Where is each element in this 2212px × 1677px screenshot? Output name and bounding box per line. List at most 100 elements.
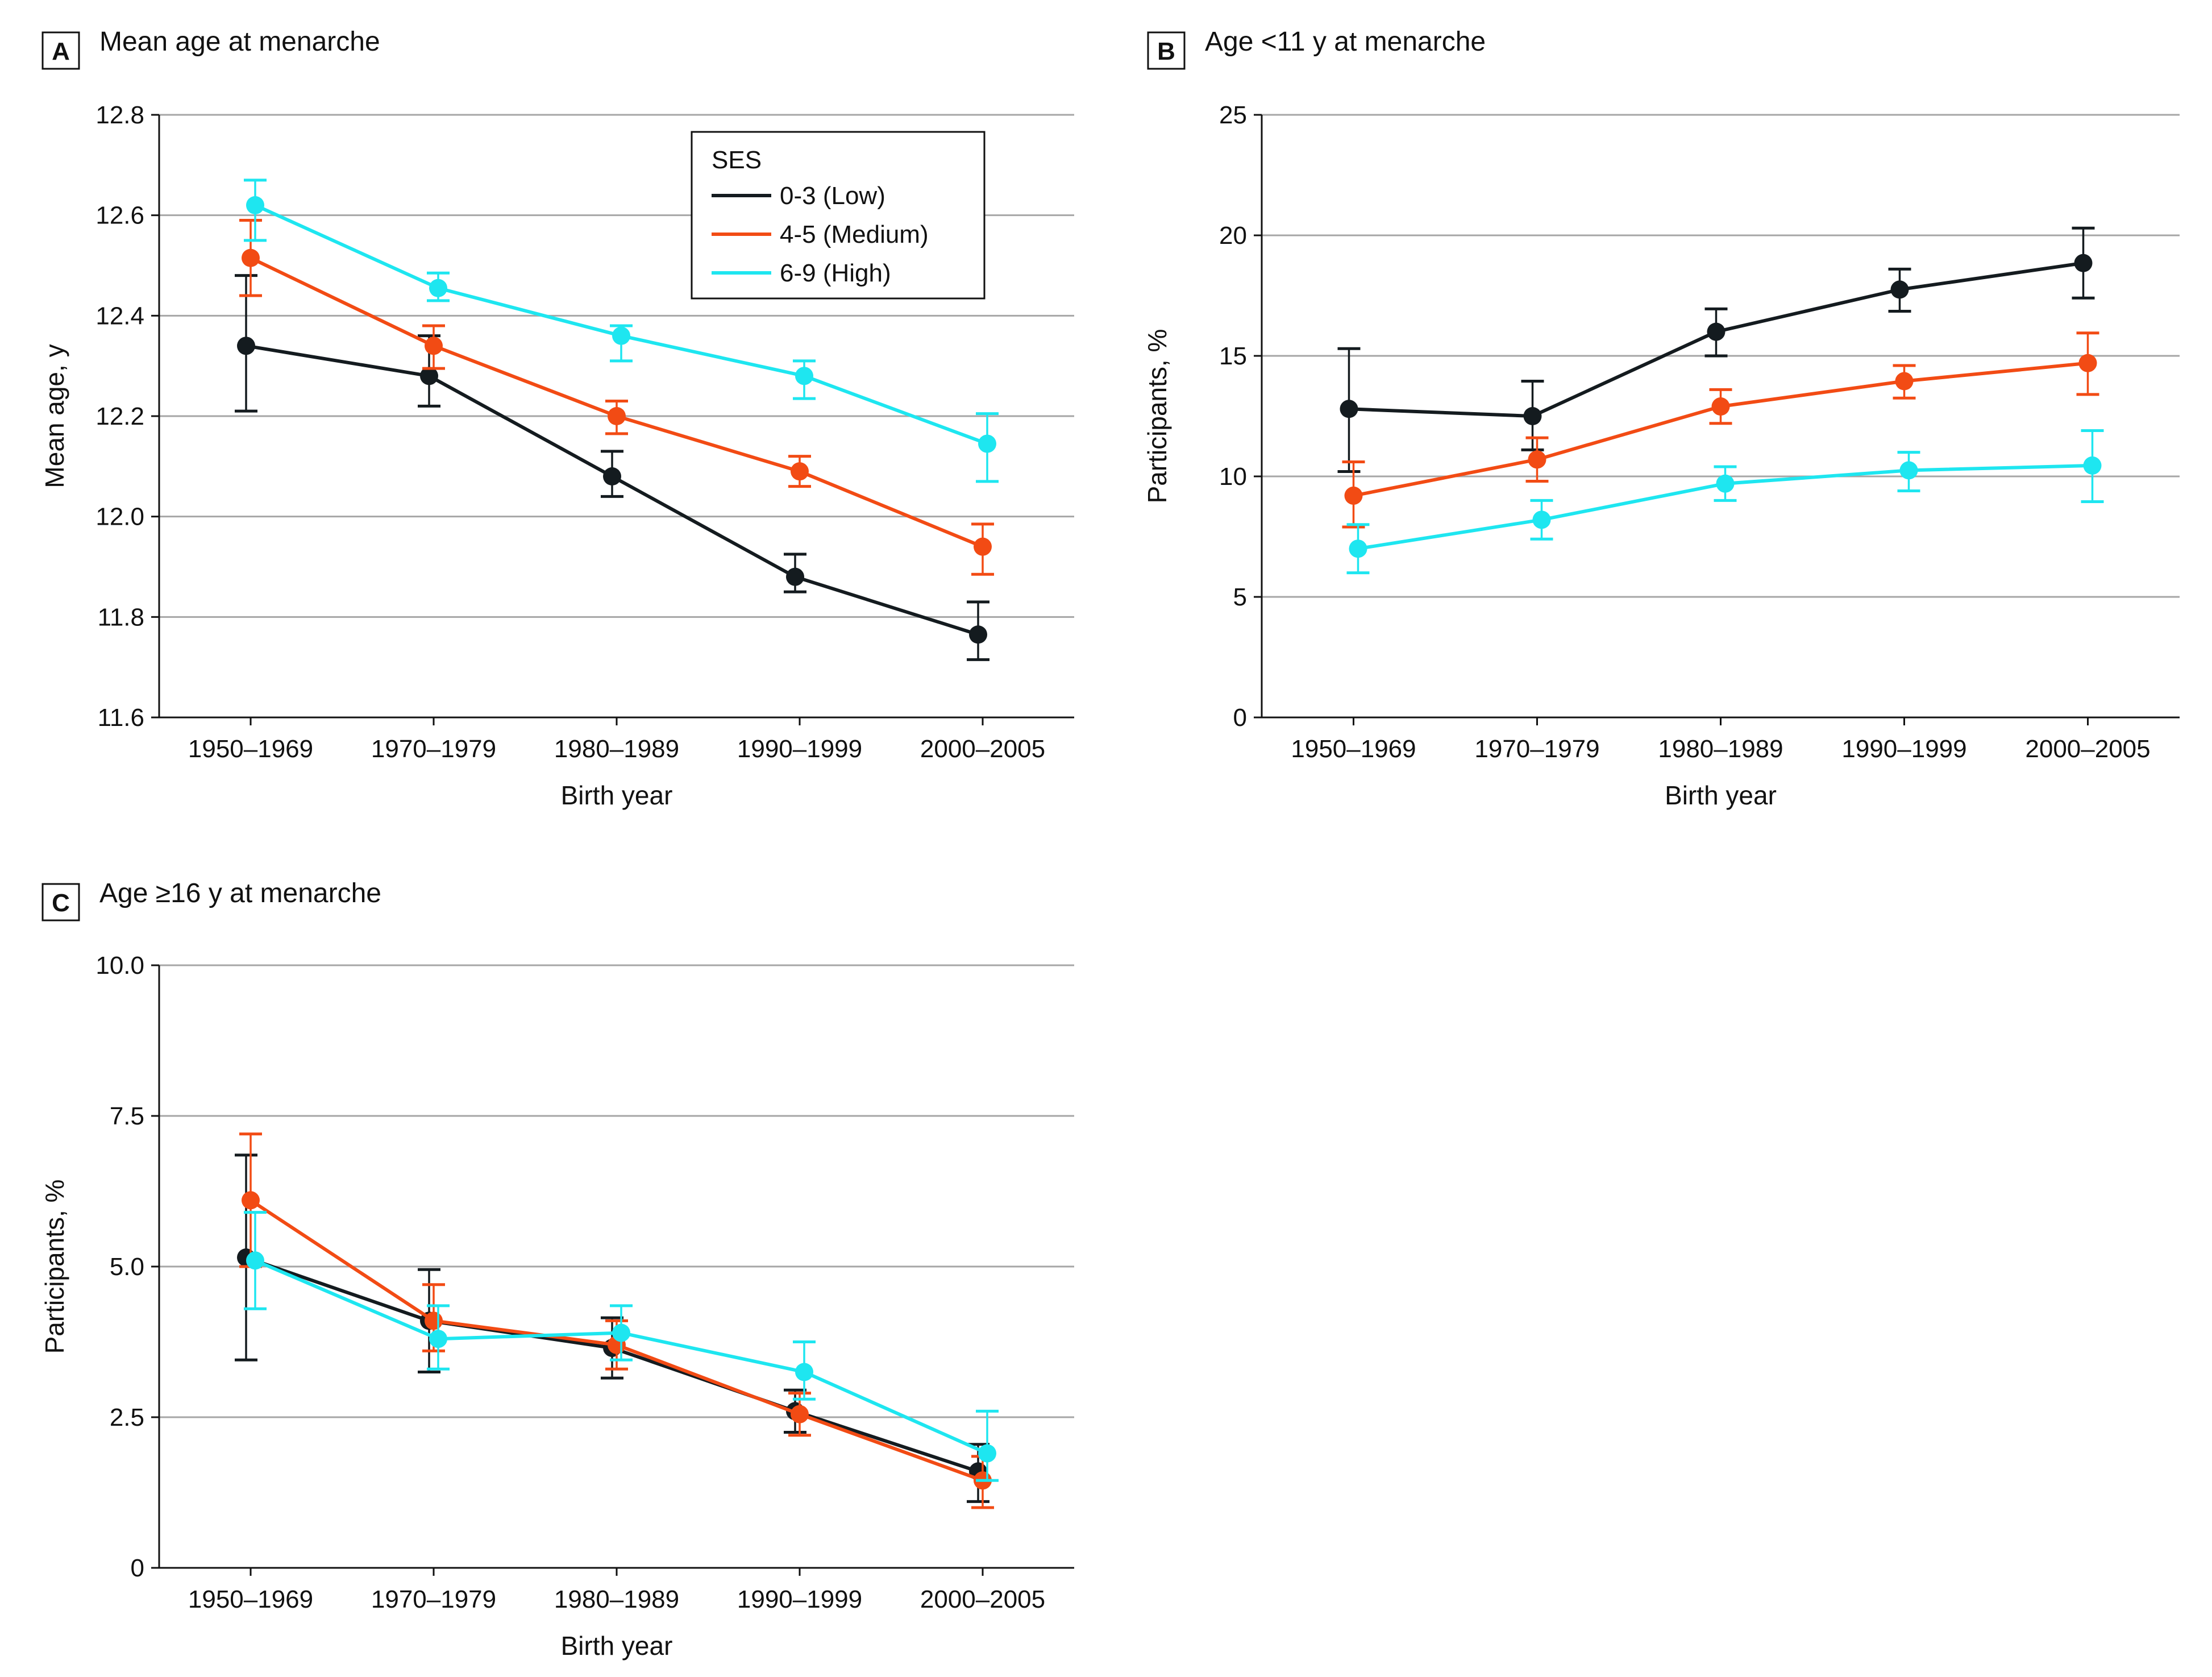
x-axis-title: Birth year (1665, 781, 1777, 810)
y-tick-label: 12.2 (95, 402, 144, 430)
panel-title: Age <11 y at menarche (1205, 27, 1486, 57)
data-point (786, 567, 804, 586)
data-point (608, 407, 626, 425)
series-medium (1342, 331, 2099, 529)
y-tick-label: 15 (1219, 342, 1247, 370)
series-high (244, 1211, 999, 1482)
data-point (425, 1311, 443, 1330)
x-axis-title: Birth year (561, 1631, 673, 1661)
data-point (795, 1363, 813, 1381)
data-point (1716, 474, 1735, 493)
x-tick-label: 1980–1989 (554, 735, 679, 763)
panel-letter-box (41, 883, 80, 921)
series-high (1346, 429, 2104, 575)
data-point (420, 367, 438, 385)
data-point (603, 467, 621, 485)
data-point (2078, 354, 2097, 372)
legend-entry: 4-5 (Medium) (780, 221, 929, 248)
legend-entry: 6-9 (High) (780, 259, 891, 287)
y-tick-label: 11.6 (98, 704, 144, 732)
y-tick-label: 12.8 (95, 101, 144, 129)
y-tick-label: 5 (1233, 583, 1247, 611)
data-point (1344, 486, 1363, 505)
series-medium (239, 1132, 994, 1509)
data-point (2074, 254, 2093, 272)
data-point (795, 367, 813, 385)
x-tick-label: 1970–1979 (371, 735, 496, 763)
panel-a: A Mean age at menarche 11.6 11.8 12.0 12.2 12.… (40, 27, 1074, 810)
data-point (242, 1191, 260, 1210)
data-point (791, 1405, 809, 1423)
y-axis-title: Participants, % (40, 1180, 69, 1354)
data-point (2083, 456, 2102, 475)
data-point (978, 1444, 996, 1463)
data-point (429, 1330, 447, 1348)
panel-letter-box (1147, 31, 1186, 70)
panel-title: Mean age at menarche (99, 27, 380, 57)
y-tick-label: 11.8 (98, 603, 144, 631)
panel-c: C Age ≥16 y at menarche 0 2.5 5.0 7.5 10.0 1950… (40, 878, 1074, 1661)
series-medium (239, 219, 994, 576)
y-tick-label: 7.5 (110, 1102, 144, 1130)
x-tick-label: 1950–1969 (188, 1585, 313, 1613)
x-tick-label: 1970–1979 (371, 1585, 496, 1613)
legend-title: SES (712, 146, 762, 174)
data-point (612, 326, 630, 345)
x-tick-label: 1990–1999 (1841, 735, 1966, 763)
data-point (1711, 397, 1730, 416)
x-tick-label: 1990–1999 (737, 1585, 862, 1613)
x-tick-label: 1980–1989 (1658, 735, 1783, 763)
data-point (246, 196, 264, 214)
panel-letter: B (1157, 38, 1175, 65)
y-tick-label: 12.6 (95, 202, 144, 230)
x-tick-label: 1970–1979 (1474, 735, 1599, 763)
x-tick-label: 1950–1969 (188, 735, 313, 763)
legend: SES 0-3 (Low) 4-5 (Medium) 6-9 (High) (691, 131, 986, 300)
y-tick-label: 10.0 (95, 952, 144, 979)
y-tick-label: 12.0 (95, 503, 144, 531)
data-point (1340, 400, 1358, 418)
data-point (969, 625, 987, 644)
y-tick-label: 25 (1219, 101, 1247, 129)
series-low (235, 274, 989, 661)
series-low (235, 1153, 989, 1503)
data-point (237, 337, 255, 355)
data-point (1528, 450, 1546, 469)
data-point (1523, 407, 1542, 425)
x-tick-label: 2000–2005 (920, 735, 1045, 763)
y-tick-label: 2.5 (110, 1404, 144, 1431)
data-point (978, 434, 996, 453)
y-tick-label: 12.4 (95, 302, 144, 330)
data-point (242, 248, 260, 267)
data-point (429, 279, 447, 297)
data-point (1707, 322, 1725, 341)
panel-b: B Age <11 y at menarche 0 5 10 15 20 25 1950–196… (1142, 27, 2180, 810)
y-axis-title: Participants, % (1142, 329, 1172, 504)
data-point (246, 1251, 264, 1270)
data-point (1890, 280, 1909, 299)
data-point (1895, 372, 1914, 391)
x-tick-label: 1990–1999 (737, 735, 862, 763)
y-tick-label: 10 (1219, 463, 1247, 491)
data-point (612, 1323, 630, 1342)
y-axis-title: Mean age, y (40, 344, 69, 488)
panel-letter: C (52, 889, 70, 917)
data-point (425, 337, 443, 355)
data-point (1899, 461, 1918, 480)
x-tick-label: 1980–1989 (554, 1585, 679, 1613)
series-high (244, 179, 999, 483)
legend-entry: 0-3 (Low) (780, 182, 885, 210)
series-low (1337, 226, 2095, 474)
x-tick-label: 2000–2005 (2025, 735, 2150, 763)
x-axis-title: Birth year (561, 781, 673, 810)
panel-letter: A (52, 38, 70, 65)
x-tick-label: 1950–1969 (1291, 735, 1416, 763)
legend-box (691, 131, 986, 300)
data-point (791, 462, 809, 481)
panel-letter-box (41, 31, 80, 70)
data-point (1349, 539, 1367, 558)
y-tick-label: 5.0 (110, 1253, 144, 1281)
panel-title: Age ≥16 y at menarche (99, 878, 381, 908)
y-tick-label: 20 (1219, 222, 1247, 250)
